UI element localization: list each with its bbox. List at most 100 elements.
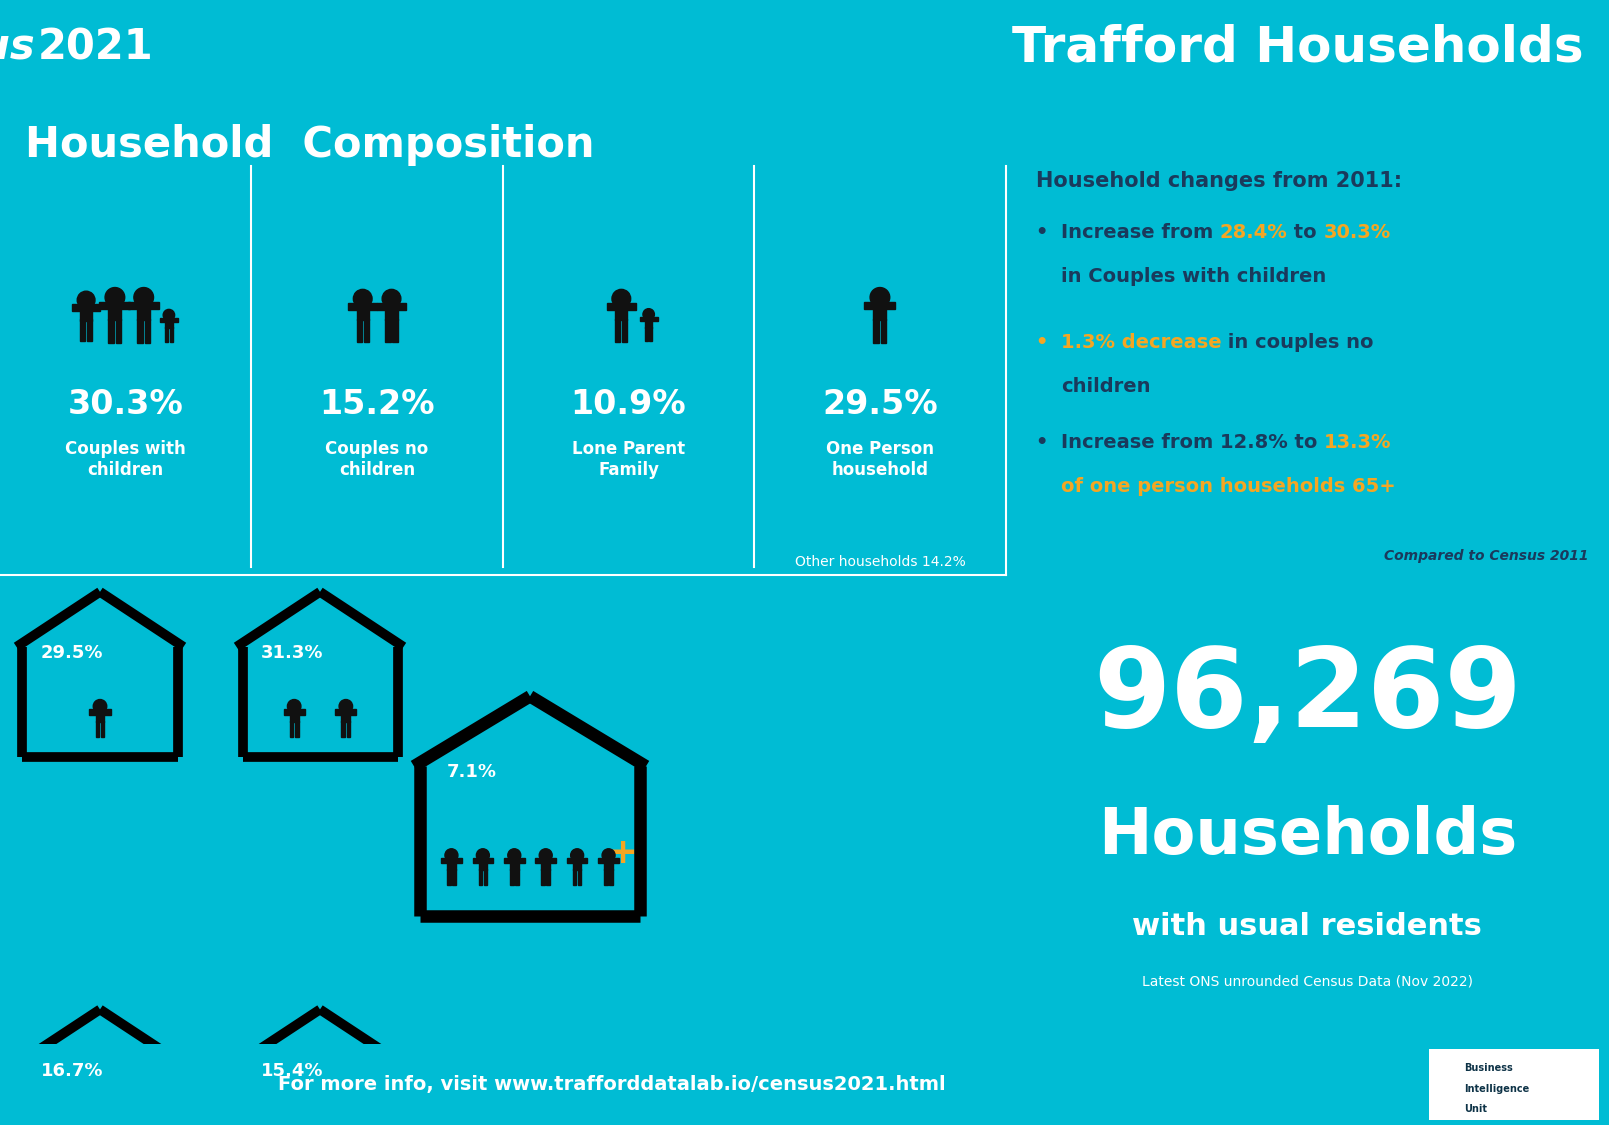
- Bar: [364, 318, 368, 342]
- Text: •: •: [1036, 223, 1047, 242]
- Text: 16.7%: 16.7%: [42, 1062, 103, 1080]
- Text: +: +: [607, 836, 637, 871]
- Bar: [447, 870, 451, 885]
- Circle shape: [339, 700, 352, 713]
- Bar: [368, 303, 378, 310]
- Circle shape: [105, 288, 126, 307]
- Circle shape: [267, 1117, 280, 1125]
- Circle shape: [360, 1117, 373, 1125]
- Bar: [645, 326, 648, 341]
- Bar: [645, 315, 652, 327]
- Bar: [518, 858, 525, 863]
- Text: Households: Households: [1097, 806, 1517, 867]
- Text: 30.3%: 30.3%: [68, 388, 183, 421]
- Text: Unit: Unit: [1464, 1104, 1487, 1114]
- Bar: [290, 721, 293, 738]
- Bar: [550, 858, 557, 863]
- Circle shape: [446, 848, 459, 862]
- Bar: [87, 319, 92, 341]
- Text: 31.3%: 31.3%: [261, 645, 323, 663]
- Bar: [335, 710, 341, 714]
- Bar: [607, 303, 615, 310]
- Bar: [536, 858, 542, 863]
- Text: 29.5%: 29.5%: [822, 388, 938, 421]
- Text: Couples with
children: Couples with children: [66, 440, 187, 479]
- Bar: [377, 303, 386, 310]
- Circle shape: [134, 288, 153, 307]
- Bar: [623, 318, 628, 342]
- Text: Compared to Census 2011: Compared to Census 2011: [1384, 549, 1590, 562]
- Bar: [105, 710, 111, 714]
- Bar: [605, 856, 613, 871]
- Bar: [650, 326, 652, 341]
- Text: Household  Composition: Household Composition: [26, 124, 594, 165]
- Bar: [578, 870, 581, 885]
- Circle shape: [328, 1117, 343, 1125]
- Text: •: •: [1036, 333, 1047, 352]
- Bar: [145, 318, 150, 343]
- Text: of one person households 65+: of one person households 65+: [1060, 477, 1395, 496]
- Bar: [573, 870, 576, 885]
- Bar: [101, 721, 105, 738]
- Bar: [581, 858, 587, 863]
- Bar: [452, 870, 455, 885]
- Bar: [357, 300, 368, 321]
- Circle shape: [476, 848, 489, 862]
- Bar: [615, 318, 621, 342]
- Bar: [542, 870, 545, 885]
- Bar: [166, 316, 172, 328]
- Bar: [100, 302, 108, 309]
- Bar: [150, 302, 159, 309]
- Text: in couples no: in couples no: [1221, 333, 1374, 352]
- Text: Increase from: Increase from: [1060, 223, 1220, 242]
- Text: Trafford Households: Trafford Households: [1012, 24, 1583, 72]
- Circle shape: [93, 1117, 106, 1125]
- Bar: [95, 708, 105, 722]
- Text: Latest ONS unrounded Census Data (Nov 2022): Latest ONS unrounded Census Data (Nov 20…: [1142, 974, 1472, 988]
- Bar: [137, 299, 150, 319]
- Bar: [473, 858, 478, 863]
- Bar: [348, 303, 357, 310]
- Bar: [1429, 1048, 1599, 1120]
- Bar: [283, 710, 290, 714]
- Bar: [874, 299, 887, 319]
- Bar: [478, 870, 483, 885]
- Text: in Couples with children: in Couples with children: [1060, 267, 1326, 286]
- Bar: [504, 858, 510, 863]
- Text: For more info, visit www.trafforddatalab.io/census2021.html: For more info, visit www.trafforddatalab…: [278, 1076, 944, 1094]
- Bar: [887, 302, 896, 309]
- Text: 15.4%: 15.4%: [261, 1062, 323, 1080]
- Text: Household changes from 2011:: Household changes from 2011:: [1036, 171, 1401, 190]
- Bar: [108, 318, 114, 343]
- Text: •: •: [1036, 433, 1047, 451]
- Bar: [90, 710, 95, 714]
- Bar: [397, 303, 405, 310]
- Circle shape: [383, 289, 401, 308]
- Text: Lone Parent
Family: Lone Parent Family: [571, 440, 685, 479]
- Text: with usual residents: with usual residents: [1133, 911, 1482, 940]
- Text: 2021: 2021: [39, 27, 154, 69]
- Bar: [447, 856, 455, 871]
- Bar: [121, 302, 130, 309]
- Bar: [80, 319, 85, 341]
- Bar: [357, 318, 362, 342]
- Bar: [610, 870, 613, 885]
- Bar: [72, 304, 80, 310]
- Bar: [864, 302, 874, 309]
- Circle shape: [55, 1117, 68, 1125]
- Bar: [484, 870, 488, 885]
- Bar: [386, 300, 397, 321]
- Circle shape: [132, 1117, 145, 1125]
- Bar: [573, 856, 581, 871]
- Bar: [605, 870, 608, 885]
- Bar: [341, 721, 344, 738]
- Text: Intelligence: Intelligence: [1464, 1083, 1529, 1094]
- Circle shape: [288, 700, 301, 713]
- Bar: [874, 318, 879, 343]
- Text: Other households 14.2%: Other households 14.2%: [795, 555, 965, 568]
- Bar: [882, 318, 887, 343]
- Text: 29.5%: 29.5%: [42, 645, 103, 663]
- Bar: [129, 302, 137, 309]
- Text: 1.3% decrease: 1.3% decrease: [1060, 333, 1221, 352]
- Bar: [628, 303, 636, 310]
